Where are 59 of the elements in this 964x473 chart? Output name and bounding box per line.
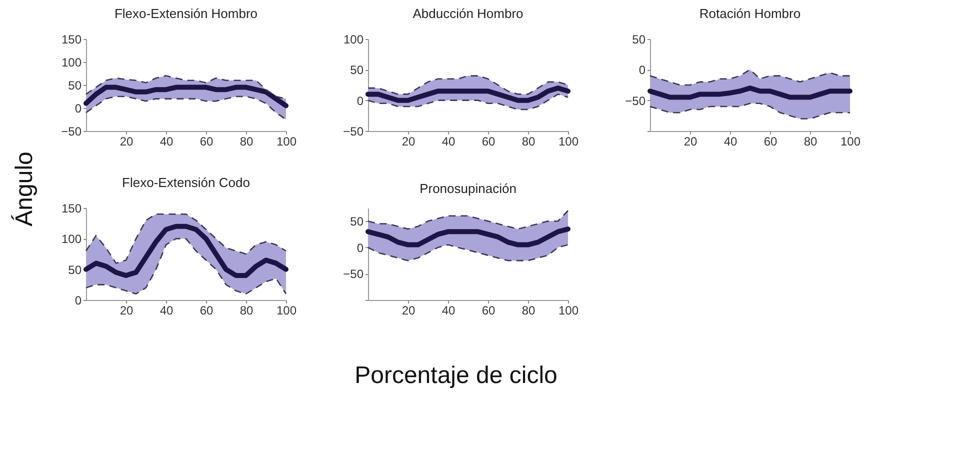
y-tick-label: 150 [61, 32, 82, 46]
line-series [85, 213, 287, 264]
y-tick-label: 50 [68, 78, 82, 92]
x-tick-label: 40 [160, 134, 174, 148]
x-tick-label: 20 [120, 134, 134, 148]
x-tick-label: 100 [558, 134, 579, 148]
y-tick-label: 0 [638, 63, 646, 78]
y-tick-label: −50 [343, 267, 364, 282]
x-tick-label: 60 [482, 134, 496, 148]
x-tick-label: 100 [276, 134, 297, 148]
x-tick-label: 100 [840, 134, 861, 148]
line-series [367, 244, 569, 262]
chart-title: Rotación Hombro [699, 6, 801, 21]
x-tick-label: 20 [402, 304, 416, 318]
x-tick-label: 40 [442, 304, 456, 318]
y-tick-label: −50 [61, 124, 82, 138]
y-tick-label: 0 [74, 294, 82, 308]
y-tick-label: 50 [350, 214, 364, 229]
y-tick-label: 50 [350, 63, 364, 78]
y-tick-label: 50 [68, 262, 82, 277]
x-tick-label: 80 [522, 304, 536, 318]
line-series [367, 94, 569, 110]
chart-title: Pronosupinación [420, 181, 516, 196]
chart-title: Flexo-Extensión Codo [122, 175, 250, 190]
chart-title: Abducción Hombro [412, 6, 524, 21]
x-tick-label: 60 [200, 134, 214, 148]
x-tick-label: 60 [482, 304, 496, 318]
x-tick-label: 40 [442, 134, 456, 148]
y-tick-label: 100 [343, 32, 364, 46]
x-tick-label: 20 [402, 134, 416, 148]
y-tick-label: −50 [625, 94, 646, 108]
x-tick-label: 20 [120, 304, 134, 318]
y-tick-label: 100 [61, 232, 82, 246]
x-tick-label: 60 [200, 304, 214, 318]
chart-title: Flexo-Extensión Hombro [114, 6, 258, 21]
y-tick-label: 50 [632, 32, 646, 46]
y-tick-label: 100 [61, 56, 82, 70]
x-tick-label: 80 [240, 134, 254, 148]
y-tick-label: −50 [343, 124, 364, 138]
y-tick-label: 0 [356, 240, 364, 255]
x-tick-label: 80 [804, 134, 818, 148]
x-tick-label: 100 [558, 304, 579, 318]
x-tick-label: 100 [276, 304, 297, 318]
y-axis-title: Ángulo [11, 152, 38, 226]
line-series [85, 96, 287, 120]
y-tick-label: 150 [61, 202, 82, 216]
y-tick-label: 0 [74, 102, 82, 116]
line-series [649, 69, 851, 86]
x-tick-label: 40 [160, 304, 174, 318]
x-tick-label: 80 [240, 304, 254, 318]
line-series [649, 102, 851, 120]
x-tick-label: 20 [684, 134, 698, 148]
x-tick-label: 60 [764, 134, 778, 148]
x-axis-title: Porcentaje de ciclo [354, 362, 558, 389]
line-series [367, 210, 569, 230]
y-tick-label: 0 [356, 94, 364, 108]
line-series [85, 238, 287, 295]
x-tick-label: 40 [724, 134, 738, 148]
x-tick-label: 80 [522, 134, 536, 148]
